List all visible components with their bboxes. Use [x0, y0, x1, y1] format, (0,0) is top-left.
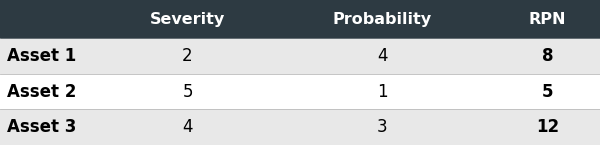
- Bar: [270, 0, 495, 38]
- Text: 1: 1: [377, 83, 388, 101]
- Bar: [0, 0, 105, 38]
- Text: 2: 2: [182, 47, 193, 65]
- Bar: [270, 109, 495, 145]
- Bar: [105, 74, 270, 109]
- Bar: [270, 74, 495, 109]
- Text: 5: 5: [542, 83, 553, 101]
- Text: Asset 3: Asset 3: [7, 118, 77, 136]
- Text: Severity: Severity: [150, 12, 225, 27]
- Bar: [270, 38, 495, 74]
- Bar: [495, 38, 600, 74]
- Bar: [495, 109, 600, 145]
- Text: Asset 2: Asset 2: [7, 83, 77, 101]
- Bar: [0, 109, 105, 145]
- Text: 8: 8: [542, 47, 553, 65]
- Bar: [495, 0, 600, 38]
- Bar: [105, 0, 270, 38]
- Text: 4: 4: [182, 118, 193, 136]
- Text: 4: 4: [377, 47, 388, 65]
- Bar: [105, 38, 270, 74]
- Bar: [0, 38, 105, 74]
- Bar: [105, 109, 270, 145]
- Text: 5: 5: [182, 83, 193, 101]
- Text: 3: 3: [377, 118, 388, 136]
- Text: Asset 1: Asset 1: [7, 47, 76, 65]
- Text: RPN: RPN: [529, 12, 566, 27]
- Bar: [495, 74, 600, 109]
- Text: 12: 12: [536, 118, 559, 136]
- Bar: [0, 74, 105, 109]
- Text: Probability: Probability: [333, 12, 432, 27]
